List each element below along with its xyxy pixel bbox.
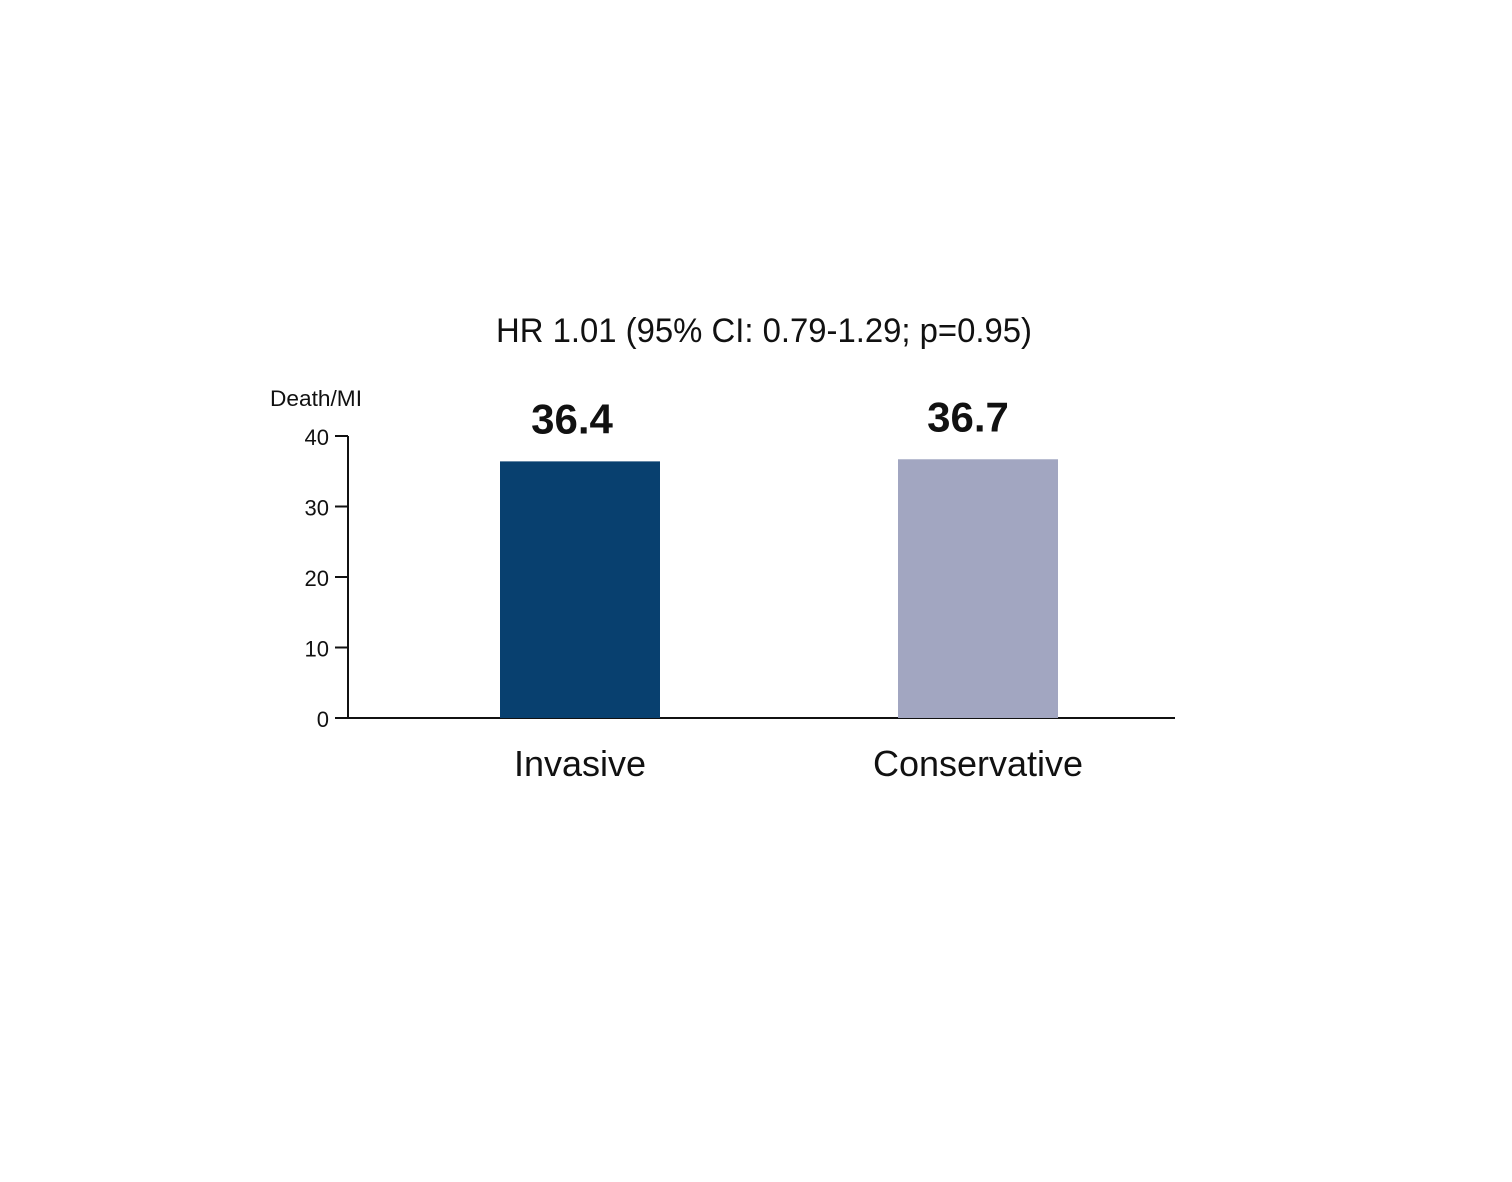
chart-title: HR 1.01 (95% CI: 0.79-1.29; p=0.95) [496,312,1032,350]
y-tick-label: 10 [305,637,329,662]
category-label: Invasive [514,743,646,784]
y-tick-label: 0 [317,707,329,732]
y-tick-label: 20 [305,566,329,591]
value-label: 36.7 [927,393,1009,440]
value-label: 36.4 [531,395,613,442]
bar-invasive [500,461,660,718]
y-tick-label: 30 [305,496,329,521]
category-label: Conservative [873,743,1083,784]
y-axis-label: Death/MI [270,386,362,411]
y-tick-label: 40 [305,425,329,450]
bar-conservative [898,459,1058,718]
